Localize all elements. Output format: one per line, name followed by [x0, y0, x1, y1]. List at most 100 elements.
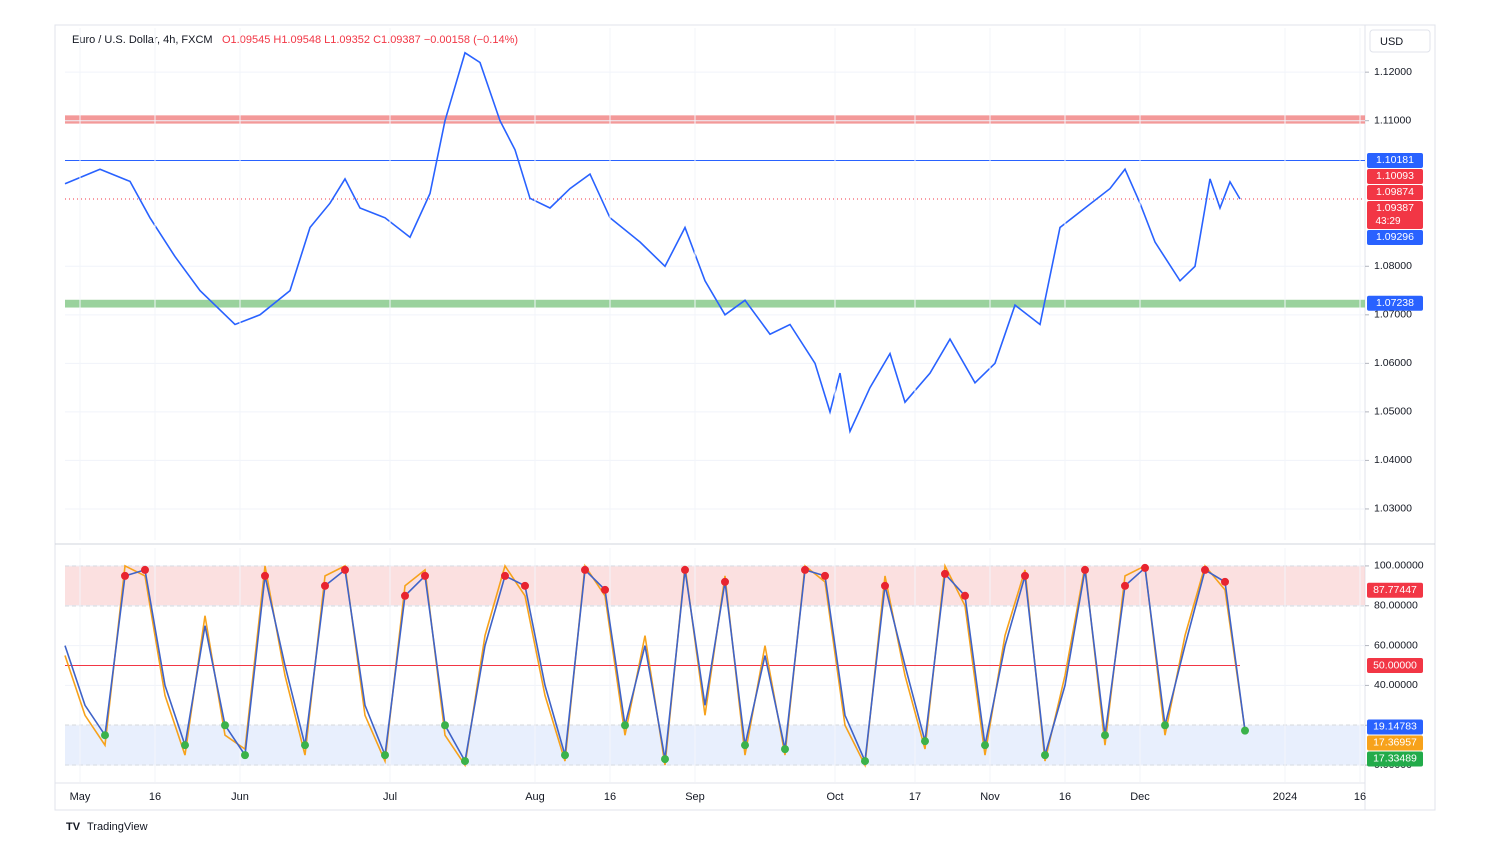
signal-dot [301, 741, 309, 750]
signal-dot [821, 571, 829, 580]
y-tick-label: 1.03000 [1374, 503, 1412, 515]
series-line [64, 566, 1246, 765]
symbol-title: Euro / U.S. Dollar, 4h, FXCM [72, 34, 213, 46]
x-tick-label: 2024 [1273, 791, 1297, 803]
y-tick-label: 1.06000 [1374, 357, 1412, 369]
y-tick-label: 1.08000 [1374, 260, 1412, 272]
zone [65, 725, 1365, 766]
price-label-box [1367, 719, 1423, 735]
signal-dot [601, 585, 609, 594]
x-tick-label: Aug [525, 791, 545, 803]
x-tick-label: 16 [1354, 791, 1366, 803]
price-label: 1.10181 [1376, 154, 1414, 166]
x-tick-label: Jun [231, 791, 249, 803]
x-tick-label: Nov [980, 791, 1000, 803]
series-line [64, 51, 1241, 434]
signal-dot [961, 591, 969, 600]
price-label-box [1367, 200, 1423, 229]
y-tick-label: 40.00000 [1374, 679, 1418, 691]
price-label: 1.07238 [1376, 297, 1414, 309]
signal-dot [261, 571, 269, 580]
y-tick-label: 1.11000 [1374, 114, 1411, 126]
signal-dot [941, 569, 949, 578]
signal-dot [1201, 565, 1209, 574]
price-label-box [1367, 295, 1423, 311]
signal-dot [461, 757, 469, 766]
currency-button[interactable] [1369, 29, 1431, 53]
signal-dot [441, 721, 449, 730]
price-label: 17.33489 [1373, 753, 1417, 765]
x-tick-label: 16 [1059, 791, 1071, 803]
price-label: 17.36957 [1373, 737, 1417, 749]
signal-dot [341, 565, 349, 574]
signal-dot [881, 581, 889, 590]
countdown: 43:29 [1375, 216, 1400, 227]
signal-dot [401, 591, 409, 600]
signal-dot [1021, 571, 1029, 580]
x-tick-label: Dec [1130, 791, 1150, 803]
x-tick-label: Sep [685, 791, 705, 803]
signal-dot [741, 741, 749, 750]
footer-brand: TradingView [87, 821, 148, 833]
logo: TV [66, 821, 81, 833]
price-label: 19.14783 [1373, 721, 1417, 733]
x-tick-label: Oct [826, 791, 843, 803]
signal-dot [781, 745, 789, 754]
y-tick-label: 1.12000 [1374, 66, 1412, 78]
ohlc: O1.09545 H1.09548 L1.09352 C1.09387 −0.0… [222, 34, 518, 46]
signal-dot [621, 721, 629, 730]
zone [65, 115, 1365, 124]
price-label: 1.10093 [1376, 170, 1414, 182]
signal-dot [661, 755, 669, 764]
currency[interactable]: USD [1380, 36, 1403, 48]
signal-dot [421, 571, 429, 580]
signal-dot [1101, 731, 1109, 740]
signal-dot [141, 565, 149, 574]
y-tick-label: 1.05000 [1374, 406, 1412, 418]
signal-dot [801, 565, 809, 574]
symbol-header: Euro / U.S. Dollar, 4h, FXCM O1.09545 H1… [72, 34, 518, 46]
price-label-box [1367, 168, 1423, 184]
price-label-box [1367, 751, 1423, 767]
x-tick-label: 16 [604, 791, 616, 803]
price-label-box [1367, 184, 1423, 200]
price-label-box [1367, 735, 1423, 751]
signal-dot [101, 731, 109, 740]
zone [65, 565, 1365, 606]
price-label-box [1367, 229, 1423, 245]
signal-dot [1141, 563, 1149, 572]
signal-dot [501, 571, 509, 580]
frame [54, 24, 1436, 811]
signal-dot [321, 581, 329, 590]
x-tick-label: May [70, 791, 91, 803]
x-tick-label: 17 [909, 791, 921, 803]
signal-dot [121, 571, 129, 580]
signal-dot [1161, 721, 1169, 730]
y-tick-label: 1.07000 [1374, 309, 1412, 321]
price-label-box [1367, 152, 1423, 168]
x-tick-label: Jul [383, 791, 397, 803]
y-tick-label: 80.00000 [1374, 600, 1418, 612]
signal-dot [561, 751, 569, 760]
y-tick-label: 100.00000 [1374, 560, 1424, 572]
signal-dot [721, 577, 729, 586]
signal-dot [1121, 581, 1129, 590]
signal-dot [861, 757, 869, 766]
signal-dot [921, 737, 929, 746]
price-label: 1.09874 [1376, 186, 1414, 198]
price-label: 1.09387 [1376, 202, 1414, 214]
price-label-box [1367, 582, 1423, 598]
signal-dot [981, 741, 989, 750]
signal-dot [221, 721, 229, 730]
x-tick-label: 16 [149, 791, 161, 803]
price-label: 50.00000 [1373, 659, 1417, 671]
plots: 1.03000 1.04000 1.05000 1.06000 1.07000 1.080… [64, 28, 1424, 803]
signal-dot [681, 565, 689, 574]
signal-dot [1081, 565, 1089, 574]
zone [65, 299, 1365, 308]
y-tick-label: 1.04000 [1374, 454, 1412, 466]
y-tick-label: 60.00000 [1374, 639, 1418, 651]
price-label-box [1367, 657, 1423, 673]
